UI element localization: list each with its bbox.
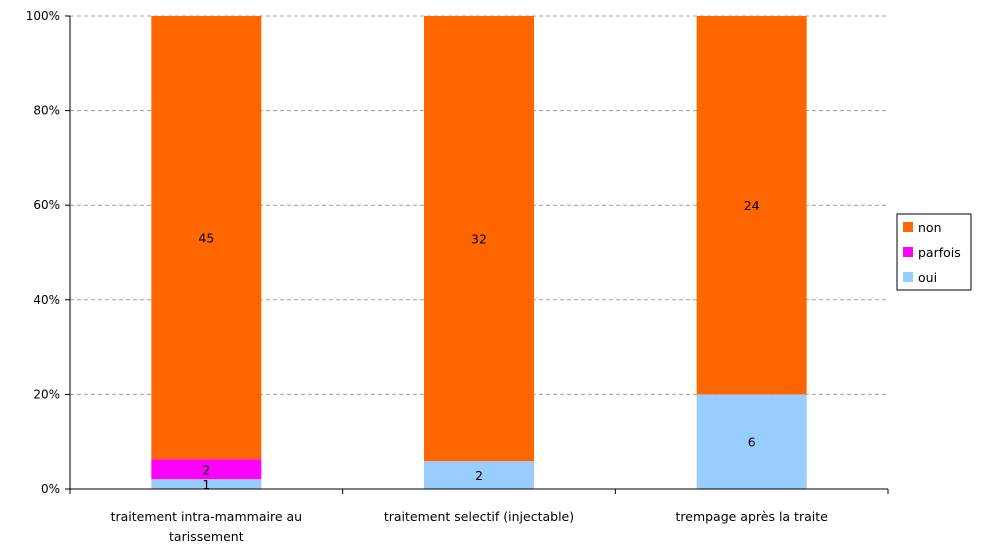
data-label: 2 [475, 468, 483, 483]
bar-segment-oui [151, 479, 262, 489]
legend-label-non: non [918, 220, 942, 235]
data-label: 2 [202, 462, 210, 477]
data-label: 6 [748, 435, 756, 450]
y-tick-label: 40% [33, 293, 60, 307]
bar-segment-non [151, 16, 262, 460]
y-tick-label: 0% [41, 482, 60, 496]
bar-segment-non [424, 16, 534, 462]
x-category-label: traitement intra-mammaire au [111, 509, 302, 524]
legend-swatch-oui [903, 272, 913, 282]
legend-label-oui: oui [918, 270, 937, 285]
bar-segment-oui [696, 394, 807, 489]
y-tick-label: 80% [33, 104, 60, 118]
data-label: 32 [471, 232, 487, 247]
bar-segment-parfois [151, 459, 262, 480]
bar-segment-non [696, 16, 807, 395]
y-tick-label: 100% [26, 9, 60, 23]
data-label: 45 [198, 231, 214, 246]
y-tick-label: 60% [33, 198, 60, 212]
x-category-label: tarissement [169, 529, 244, 544]
x-category-label: traitement selectif (injectable) [384, 509, 574, 524]
legend-swatch-non [903, 222, 913, 232]
x-category-label: trempage après la traite [675, 509, 828, 524]
data-label: 24 [744, 198, 760, 213]
legend-label-parfois: parfois [918, 245, 961, 260]
data-label: 1 [202, 477, 210, 492]
legend-swatch-parfois [903, 247, 913, 257]
y-tick-label: 20% [33, 387, 60, 401]
axes [65, 15, 889, 494]
bar-segment-oui [424, 461, 534, 489]
legend: non parfois oui [896, 213, 972, 291]
bars [151, 16, 807, 489]
